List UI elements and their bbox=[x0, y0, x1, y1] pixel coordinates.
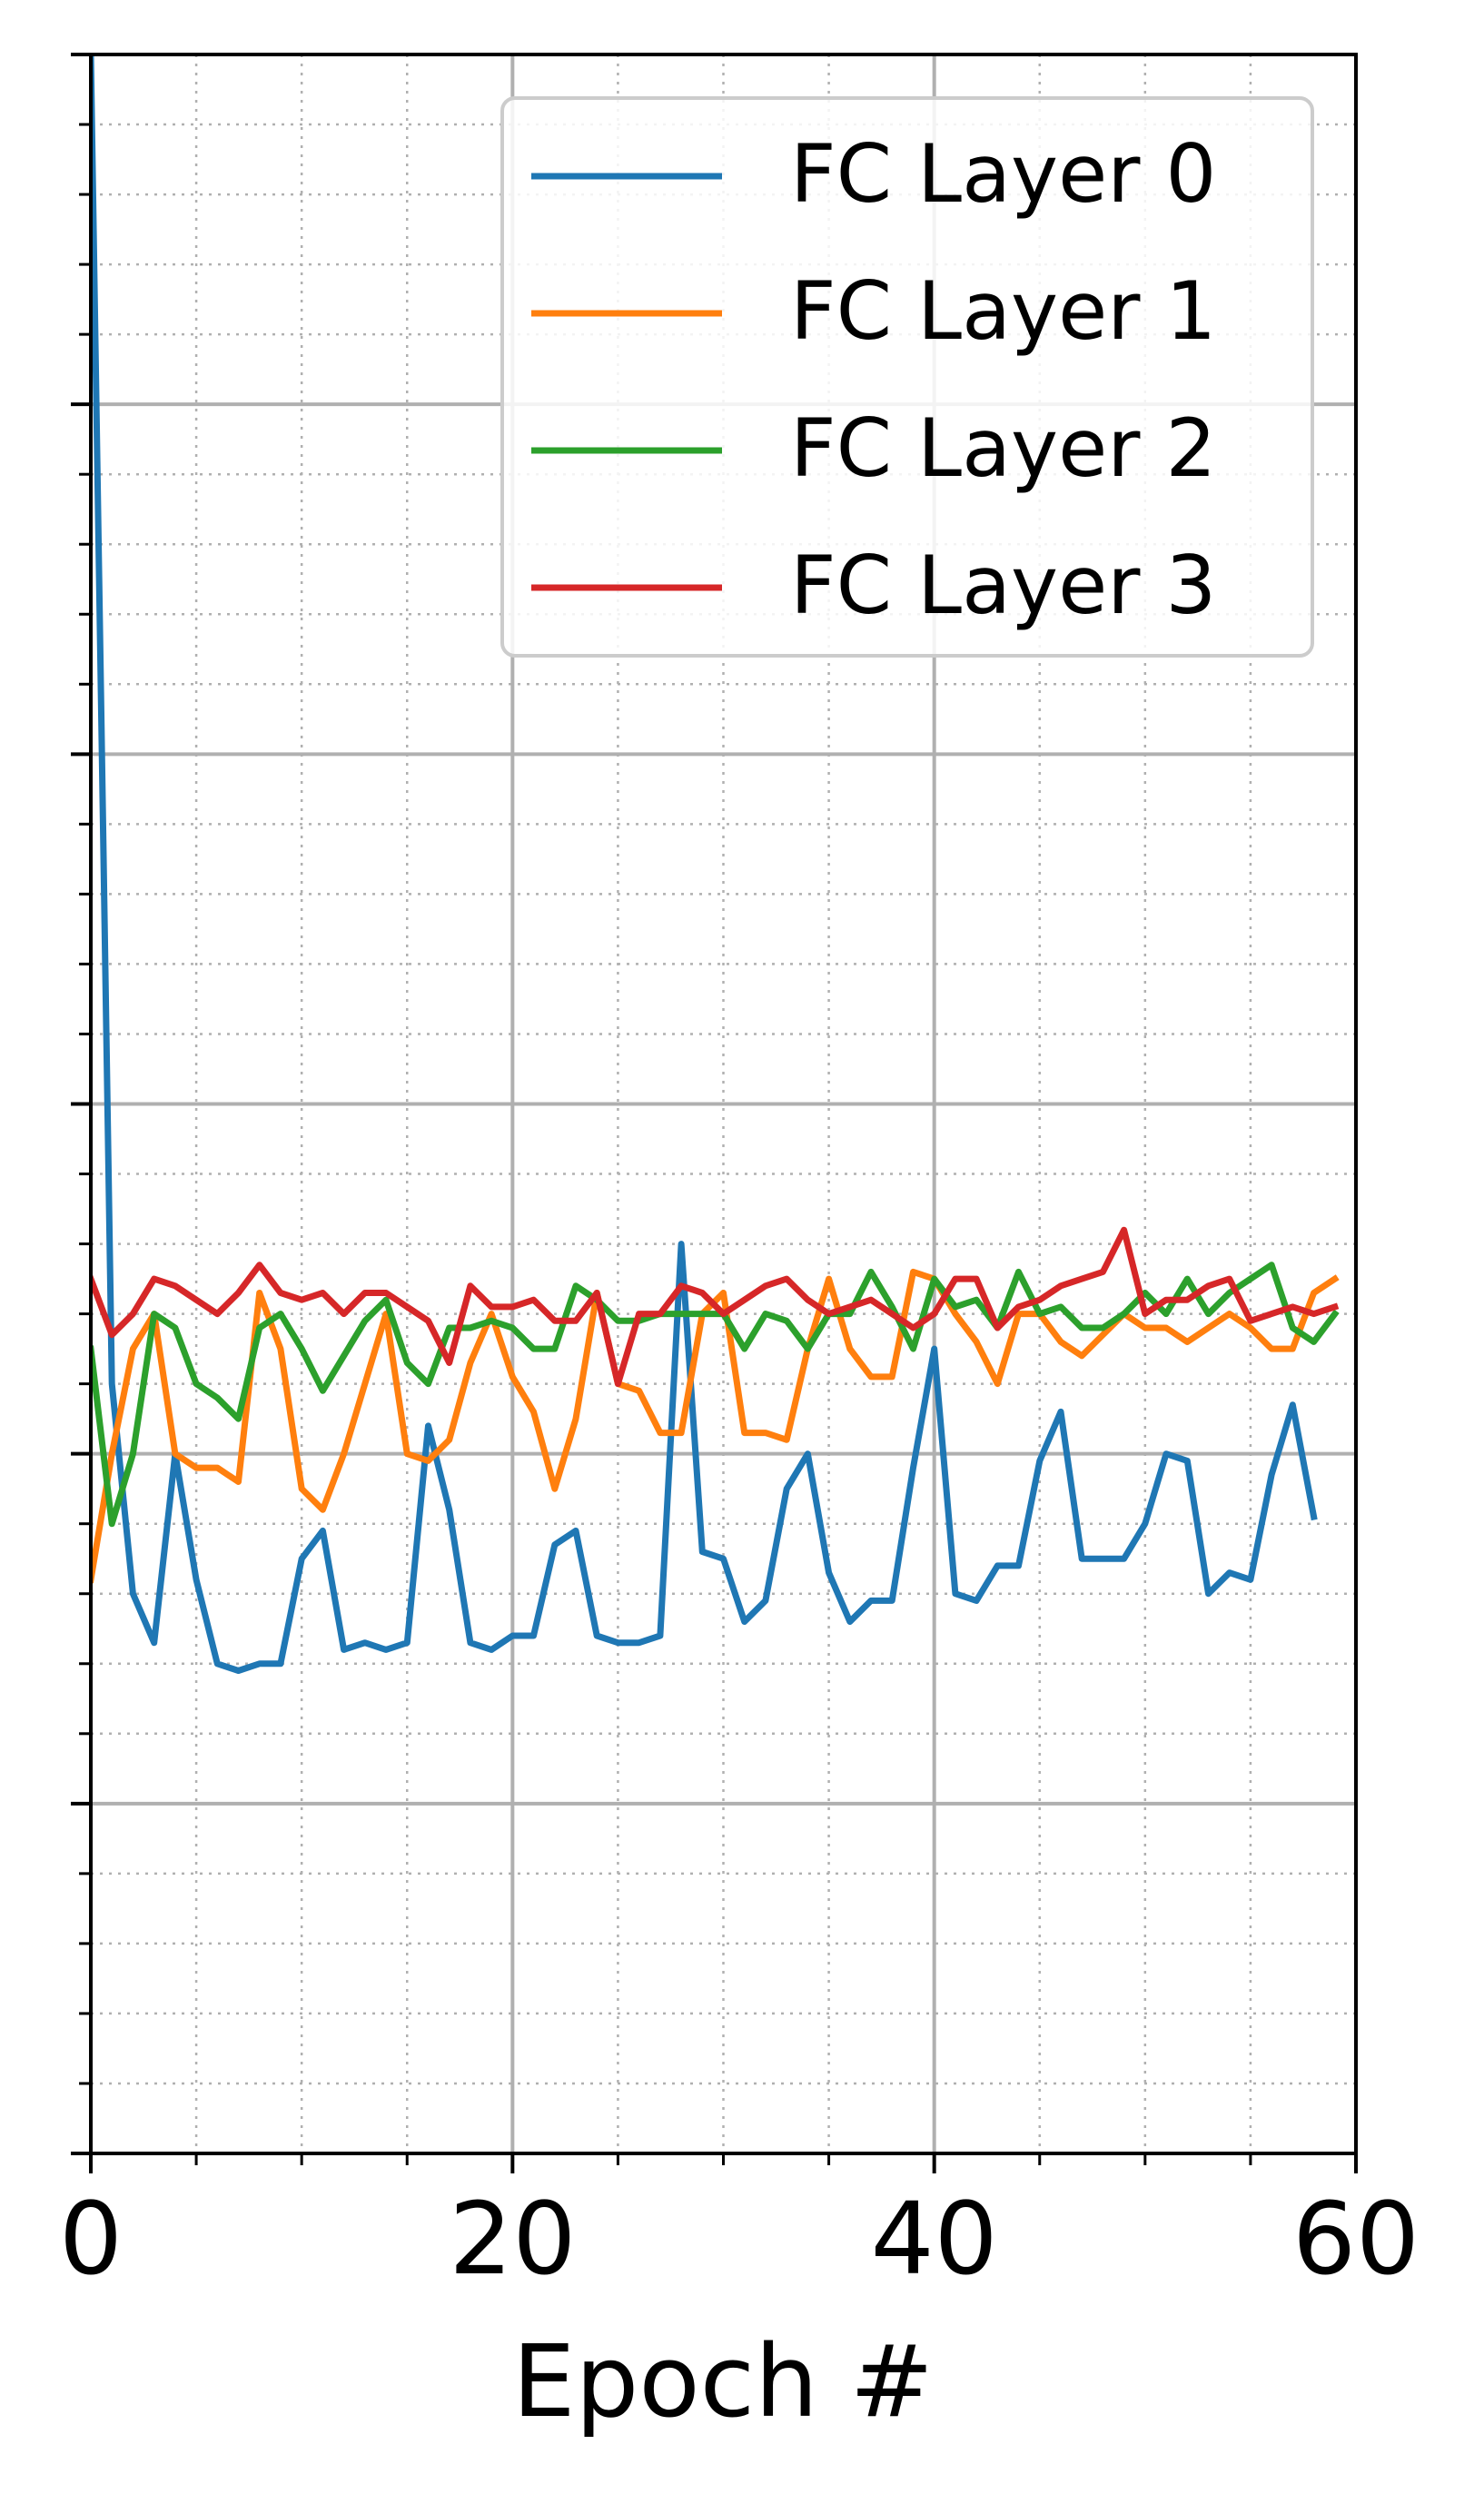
axes: 0 20 40 60 bbox=[59, 53, 1420, 2297]
series-line-3 bbox=[91, 1226, 1340, 1388]
legend-label-1: FC Layer 1 bbox=[790, 264, 1216, 358]
series-line-0 bbox=[91, 54, 1318, 1674]
x-tick-label: 60 bbox=[1292, 2181, 1420, 2297]
x-axis-label: Epoch # bbox=[512, 2323, 934, 2440]
x-tick-label: 40 bbox=[871, 2181, 998, 2297]
legend: FC Layer 0 FC Layer 1 FC Layer 2 FC Layer 3 bbox=[500, 96, 1314, 658]
legend-label-0: FC Layer 0 bbox=[790, 127, 1216, 221]
legend-box bbox=[500, 96, 1314, 658]
x-tick-label: 20 bbox=[449, 2181, 576, 2297]
series-lines bbox=[91, 54, 1340, 1674]
series-line-2 bbox=[91, 1262, 1340, 1528]
legend-label-2: FC Layer 2 bbox=[790, 401, 1216, 495]
legend-label-3: FC Layer 3 bbox=[790, 539, 1216, 632]
x-tick-label: 0 bbox=[59, 2181, 123, 2297]
